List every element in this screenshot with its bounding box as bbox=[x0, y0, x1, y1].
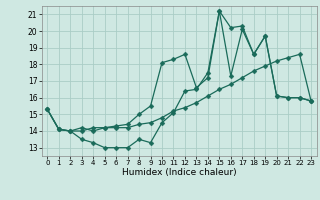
X-axis label: Humidex (Indice chaleur): Humidex (Indice chaleur) bbox=[122, 168, 236, 177]
